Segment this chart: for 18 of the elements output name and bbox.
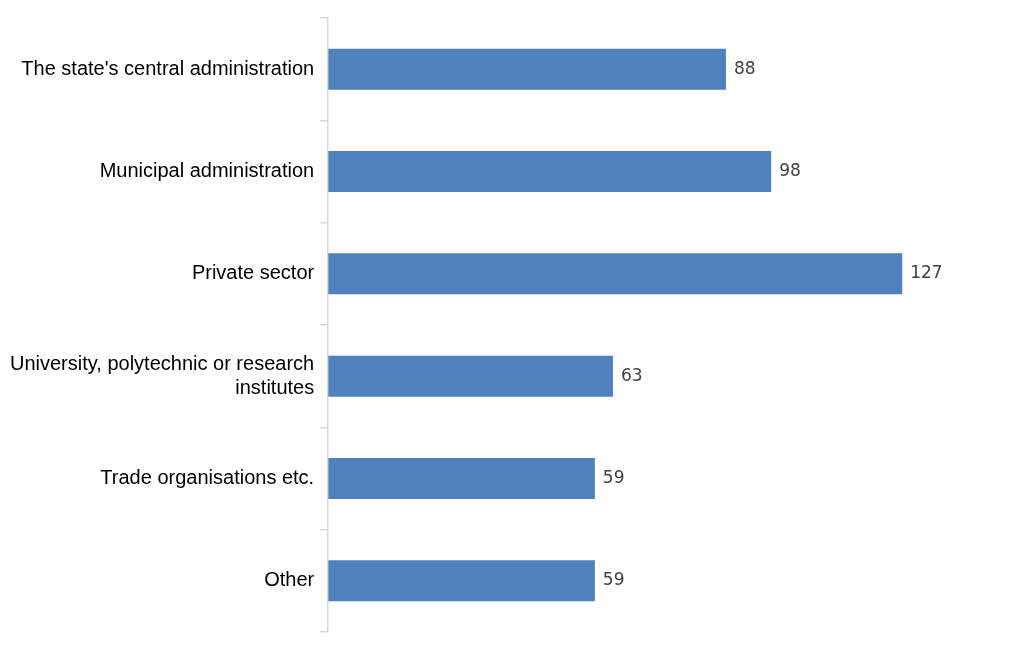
data-label: 98 bbox=[779, 159, 801, 180]
data-label: 63 bbox=[620, 364, 643, 385]
data-label: 59 bbox=[602, 466, 625, 487]
y-tick-label: The state's central administration bbox=[21, 56, 315, 79]
bar bbox=[328, 458, 595, 499]
bar bbox=[328, 560, 595, 602]
y-tick-label: University, polytechnic or research institutes bbox=[9, 351, 315, 398]
data-label: 127 bbox=[910, 262, 943, 283]
bar bbox=[328, 355, 613, 397]
bar bbox=[328, 151, 772, 192]
bar bbox=[328, 253, 903, 295]
data-label: 88 bbox=[733, 57, 756, 78]
data-label: 59 bbox=[602, 569, 625, 590]
bar bbox=[328, 48, 726, 90]
y-tick-label: Municipal administration bbox=[99, 159, 315, 182]
y-tick-label: Private sector bbox=[191, 261, 315, 284]
y-tick-label: Other bbox=[264, 568, 315, 591]
y-tick-label: Trade organisations etc. bbox=[100, 466, 315, 489]
